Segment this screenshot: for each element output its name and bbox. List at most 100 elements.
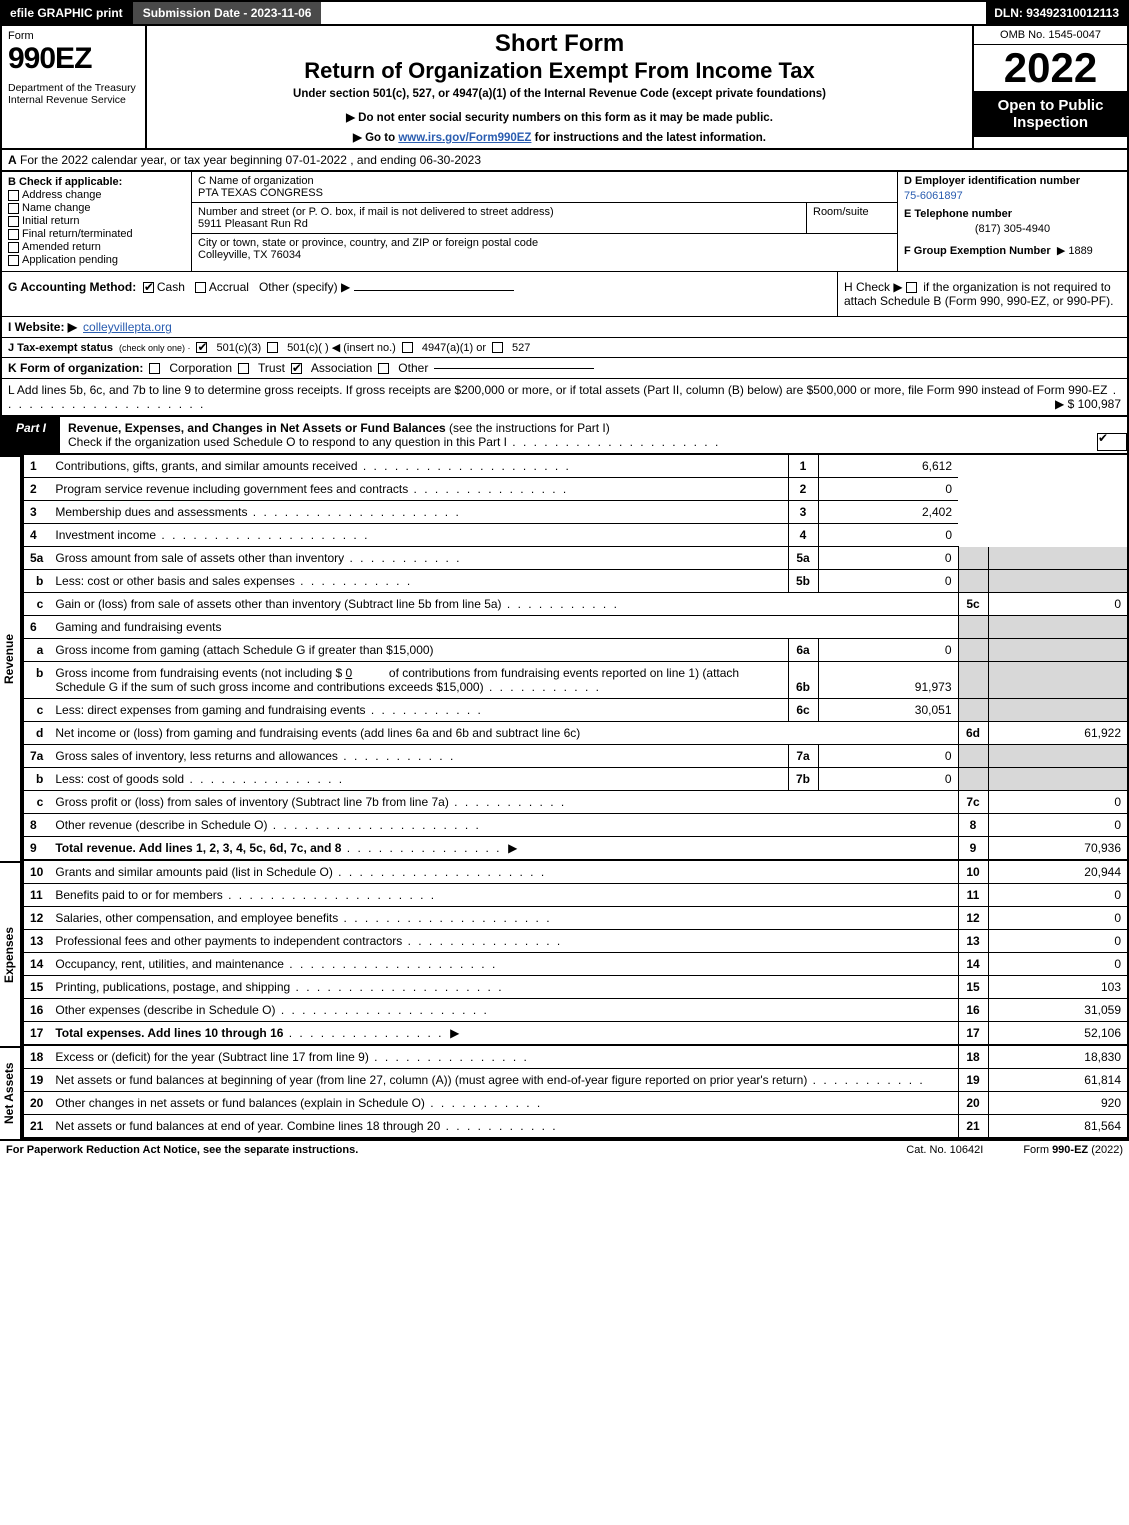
row-a-label: A	[8, 153, 17, 167]
line-6b: bGross income from fundraising events (n…	[23, 662, 1128, 699]
header-mid: Short Form Return of Organization Exempt…	[147, 26, 972, 148]
line-8: 8Other revenue (describe in Schedule O)8…	[23, 814, 1128, 837]
org-name-value: PTA TEXAS CONGRESS	[198, 187, 891, 199]
line-10: 10Grants and similar amounts paid (list …	[23, 861, 1128, 884]
paperwork-notice: For Paperwork Reduction Act Notice, see …	[6, 1144, 866, 1156]
form-header: Form 990EZ Department of the Treasury In…	[0, 26, 1129, 150]
room-suite-label: Room/suite	[807, 203, 897, 233]
other-org-input[interactable]	[434, 368, 594, 369]
line-l: L Add lines 5b, 6c, and 7b to line 9 to …	[0, 379, 1129, 417]
col-d: D Employer identification number 75-6061…	[897, 172, 1127, 271]
website-row: I Website: ▶ colleyvillepta.org	[0, 317, 1129, 338]
form-label: Form	[8, 30, 139, 42]
chk-amended-return[interactable]: Amended return	[8, 241, 185, 253]
chk-schedule-b[interactable]	[906, 282, 917, 293]
form-of-organization: K Form of organization: Corporation Trus…	[0, 358, 1129, 379]
efile-print[interactable]: efile GRAPHIC print	[2, 2, 131, 24]
col-b-label: B Check if applicable:	[8, 176, 185, 188]
goto-post: for instructions and the latest informat…	[531, 132, 766, 144]
chk-cash[interactable]	[143, 282, 154, 293]
line-3: 3Membership dues and assessments32,402	[23, 501, 1128, 524]
revenue-table: 1Contributions, gifts, grants, and simil…	[22, 455, 1129, 861]
part-i-header: Part I Revenue, Expenses, and Changes in…	[0, 417, 1129, 455]
line-4: 4Investment income40	[23, 524, 1128, 547]
line-5c: cGain or (loss) from sale of assets othe…	[23, 593, 1128, 616]
topbar-spacer	[321, 2, 986, 24]
chk-trust[interactable]	[238, 363, 249, 374]
line-6a: aGross income from gaming (attach Schedu…	[23, 639, 1128, 662]
chk-501c[interactable]	[267, 342, 278, 353]
line-2: 2Program service revenue including gover…	[23, 478, 1128, 501]
line-7c: cGross profit or (loss) from sales of in…	[23, 791, 1128, 814]
revenue-side-label: Revenue	[0, 455, 22, 861]
line-14: 14Occupancy, rent, utilities, and mainte…	[23, 953, 1128, 976]
expenses-section: Expenses 10Grants and similar amounts pa…	[0, 861, 1129, 1046]
line-5a: 5aGross amount from sale of assets other…	[23, 547, 1128, 570]
goto-pre: ▶ Go to	[353, 132, 398, 144]
chk-4947[interactable]	[402, 342, 413, 353]
street-label: Number and street (or P. O. box, if mail…	[198, 206, 800, 218]
line-1: 1Contributions, gifts, grants, and simil…	[23, 455, 1128, 478]
ein-value: 75-6061897	[898, 190, 1127, 205]
irs-link[interactable]: www.irs.gov/Form990EZ	[398, 132, 531, 144]
under-section: Under section 501(c), 527, or 4947(a)(1)…	[293, 88, 826, 100]
chk-final-return[interactable]: Final return/terminated	[8, 228, 185, 240]
chk-address-change[interactable]: Address change	[8, 189, 185, 201]
other-specify-input[interactable]	[354, 290, 514, 291]
tax-exempt-status: J Tax-exempt status (check only one) · 5…	[0, 338, 1129, 358]
line-15: 15Printing, publications, postage, and s…	[23, 976, 1128, 999]
line-5b: bLess: cost or other basis and sales exp…	[23, 570, 1128, 593]
form-footer-label: Form 990-EZ (2022)	[1023, 1144, 1123, 1156]
chk-application-pending[interactable]: Application pending	[8, 254, 185, 266]
line-11: 11Benefits paid to or for members110	[23, 884, 1128, 907]
chk-accrual[interactable]	[195, 282, 206, 293]
chk-association[interactable]	[291, 363, 302, 374]
page-footer: For Paperwork Reduction Act Notice, see …	[0, 1139, 1129, 1159]
line-18: 18Excess or (deficit) for the year (Subt…	[23, 1046, 1128, 1069]
line-7a: 7aGross sales of inventory, less returns…	[23, 745, 1128, 768]
chk-other-org[interactable]	[378, 363, 389, 374]
phone-value: (817) 305-4940	[898, 223, 1127, 241]
submission-date: Submission Date - 2023-11-06	[131, 2, 322, 24]
street-cell: Number and street (or P. O. box, if mail…	[192, 203, 807, 233]
org-name-label: C Name of organization	[198, 175, 891, 187]
part-i-checkbox[interactable]	[1097, 417, 1127, 453]
tax-year: 2022	[974, 45, 1127, 91]
form-title: Return of Organization Exempt From Incom…	[304, 58, 815, 84]
phone-label: E Telephone number	[898, 205, 1127, 223]
chk-501c3[interactable]	[196, 342, 207, 353]
org-name-row: C Name of organization PTA TEXAS CONGRES…	[192, 172, 897, 203]
line-12: 12Salaries, other compensation, and empl…	[23, 907, 1128, 930]
group-exemption: F Group Exemption Number ▶ 1889	[898, 241, 1127, 260]
chk-corporation[interactable]	[149, 363, 160, 374]
entity-block: B Check if applicable: Address change Na…	[0, 172, 1129, 272]
ssn-warning: ▶ Do not enter social security numbers o…	[346, 110, 773, 124]
city-label: City or town, state or province, country…	[198, 237, 891, 249]
accounting-method: G Accounting Method: Cash Accrual Other …	[2, 272, 837, 316]
line-9: 9Total revenue. Add lines 1, 2, 3, 4, 5c…	[23, 837, 1128, 861]
part-i-tag: Part I	[2, 417, 60, 453]
net-assets-table: 18Excess or (deficit) for the year (Subt…	[22, 1046, 1129, 1139]
department: Department of the Treasury Internal Reve…	[8, 82, 139, 106]
line-20: 20Other changes in net assets or fund ba…	[23, 1092, 1128, 1115]
col-c: C Name of organization PTA TEXAS CONGRES…	[192, 172, 897, 271]
chk-527[interactable]	[492, 342, 503, 353]
line-19: 19Net assets or fund balances at beginni…	[23, 1069, 1128, 1092]
chk-initial-return[interactable]: Initial return	[8, 215, 185, 227]
line-6d: dNet income or (loss) from gaming and fu…	[23, 722, 1128, 745]
gh-row: G Accounting Method: Cash Accrual Other …	[0, 272, 1129, 317]
goto-link-line: ▶ Go to www.irs.gov/Form990EZ for instru…	[353, 130, 766, 144]
row-a: A For the 2022 calendar year, or tax yea…	[0, 150, 1129, 172]
net-assets-side-label: Net Assets	[0, 1046, 22, 1139]
line-16: 16Other expenses (describe in Schedule O…	[23, 999, 1128, 1022]
dln: DLN: 93492310012113	[986, 2, 1127, 24]
expenses-side-label: Expenses	[0, 861, 22, 1046]
gross-receipts: ▶ $ 100,987	[1055, 397, 1121, 411]
line-6: 6Gaming and fundraising events	[23, 616, 1128, 639]
header-left: Form 990EZ Department of the Treasury In…	[2, 26, 147, 148]
street-value: 5911 Pleasant Run Rd	[198, 218, 800, 230]
website-link[interactable]: colleyvillepta.org	[83, 320, 172, 334]
line-6c: cLess: direct expenses from gaming and f…	[23, 699, 1128, 722]
col-b: B Check if applicable: Address change Na…	[2, 172, 192, 271]
chk-name-change[interactable]: Name change	[8, 202, 185, 214]
